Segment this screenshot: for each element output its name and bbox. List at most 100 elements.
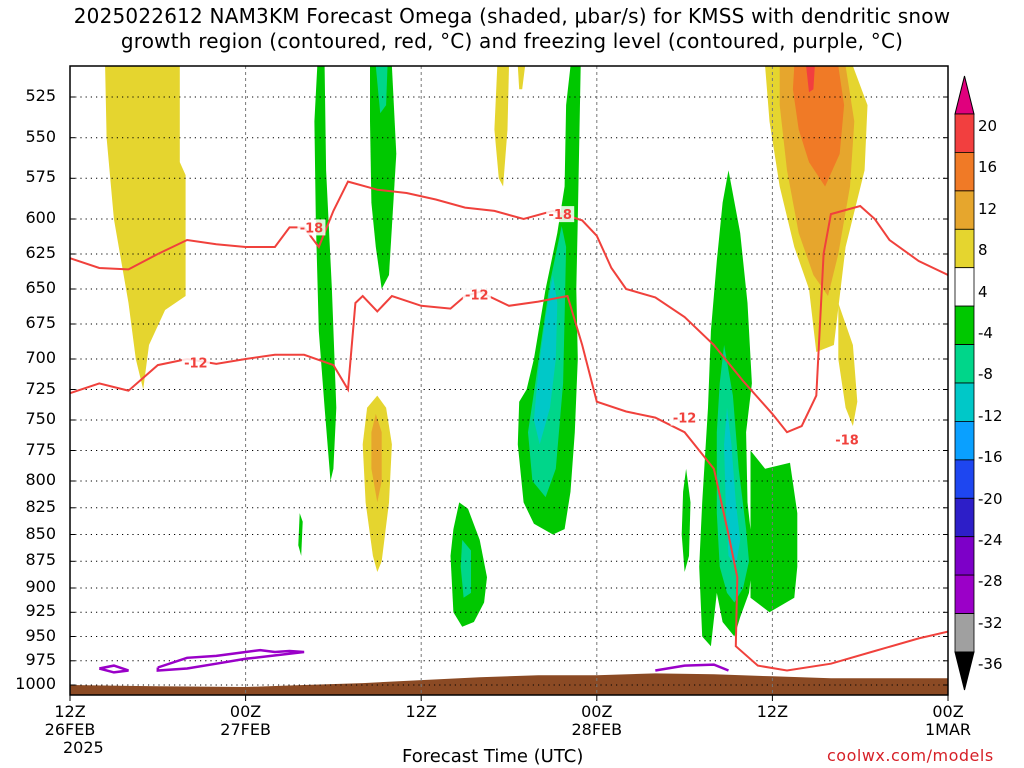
colorbar-label: 20 [978,117,998,135]
omega-shade-neg-4 [314,66,337,481]
colorbar-label: -28 [978,572,1003,591]
colorbar-label: -36 [978,655,1003,673]
contour-label-bg [670,409,699,426]
colorbar-band [954,420,975,461]
contour-label-bg [462,286,491,303]
omega-shade-pos-4 [838,303,858,427]
colorbar-label: -24 [978,530,1003,549]
x-tick-label: 12Z [376,703,466,721]
colorbar-label: -4 [978,323,993,342]
colorbar-label: 4 [978,282,988,301]
colorbar-band [954,382,975,422]
colorbar-band [954,536,975,576]
colorbar-bottom-arrow [954,651,975,691]
y-tick-label: 575 [25,167,56,187]
y-tick-label: 850 [25,523,56,543]
x-tick-label-line: 12Z [405,702,437,721]
y-tick-label: 1000 [15,674,56,693]
terrain-surface [70,673,948,695]
contour-label: -12 [465,289,489,304]
colorbar-band [954,497,975,538]
colorbar-label: 12 [978,199,998,218]
x-axis-title: Forecast Time (UTC) [402,746,584,767]
y-tick-label: 525 [25,86,56,105]
title-line-2: growth region (contoured, red, °C) and f… [120,29,904,53]
colorbar-label: 16 [978,158,998,177]
colorbar-label: -16 [978,448,1003,467]
omega-shade-neg-8 [460,539,471,598]
x-tick-label-line: 28FEB [571,720,623,739]
y-tick-label: 650 [25,278,56,297]
contour-label: -12 [673,412,697,427]
x-tick-label-line: 2025 [63,738,104,757]
colorbar-band [954,113,975,153]
y-tick-label: 750 [25,409,56,428]
x-tick-label: 00Z 28FEB [552,703,642,739]
colorbar-band [954,151,975,192]
y-tick-label: 925 [25,601,56,621]
colorbar-label: -32 [978,613,1003,632]
colorbar-band [954,190,975,230]
colorbar-band [954,228,975,269]
x-tick-label: 00Z 27FEB [201,703,291,739]
omega-shade-neg-12 [724,407,741,567]
colorbar-band [954,267,975,307]
colorbar-label: -8 [978,365,993,384]
omega-shade-neg-8 [375,66,388,114]
colorbar-top-arrow [954,75,975,115]
y-tick-label: 900 [25,577,56,596]
x-tick-label: 12Z 26FEB 2025 [25,703,115,757]
x-tick-label-line: 00Z [229,702,262,721]
contour-label-bg [297,219,326,236]
x-tick-label-line: 12Z [756,702,789,721]
y-tick-label: 800 [25,470,56,489]
contour-label-bg [546,206,575,223]
x-tick-label-line: 1MAR [924,720,972,739]
contour-label: -18 [300,221,324,236]
y-tick-label: 825 [25,496,56,516]
freezing-level-contour [98,664,129,674]
omega-shade-neg-4 [681,468,691,572]
omega-shade-neg-4 [298,513,303,556]
x-tick-label-line: 00Z [932,702,964,721]
x-tick-label-line: 26FEB [44,720,96,739]
colorbar-band [954,305,975,345]
omega-shade-pos-4 [105,66,186,390]
y-tick-label: 775 [25,439,56,459]
title-line-1: 2025022612 NAM3KM Forecast Omega (shaded… [73,4,951,28]
colorbar-label: -12 [978,406,1003,425]
x-tick-label-line: 00Z [581,702,613,721]
x-tick-label: 00Z 1MAR [903,703,993,739]
y-tick-label: 675 [25,313,56,332]
chart-title: 2025022612 NAM3KM Forecast Omega (shaded… [0,4,1024,54]
omega-shade-neg-4 [750,450,798,613]
colorbar-band [954,459,975,499]
colorbar-band [954,613,975,653]
omega-shade-pos-8 [371,413,382,503]
omega-shade-neg-4 [370,66,397,289]
omega-shade-pos-12 [792,66,845,187]
contour-label: -12 [184,357,208,372]
x-tick-label: 12Z [727,703,817,721]
y-tick-label: 625 [25,243,56,262]
plot-frame [69,65,949,696]
colorbar-label: -20 [978,489,1003,508]
y-tick-label: 950 [25,625,56,645]
colorbar-label: 8 [978,241,988,260]
y-tick-label: 725 [25,378,56,398]
omega-shade-pos-4 [494,66,509,187]
freezing-level-contour [655,663,729,672]
omega-shade-pos-4 [517,66,526,90]
y-tick-label: 700 [25,348,56,367]
colorbar-band [954,344,975,384]
x-tick-label-line: 12Z [54,702,86,721]
contour-label: -18 [548,208,572,223]
contour-label-bg [181,354,210,371]
contour-label-bg [833,431,862,448]
y-tick-label: 875 [25,550,56,570]
omega-shade-pos-16 [806,66,815,93]
colorbar-band [954,574,975,614]
y-tick-label: 550 [25,126,56,146]
x-tick-label-line: 27FEB [220,720,271,739]
